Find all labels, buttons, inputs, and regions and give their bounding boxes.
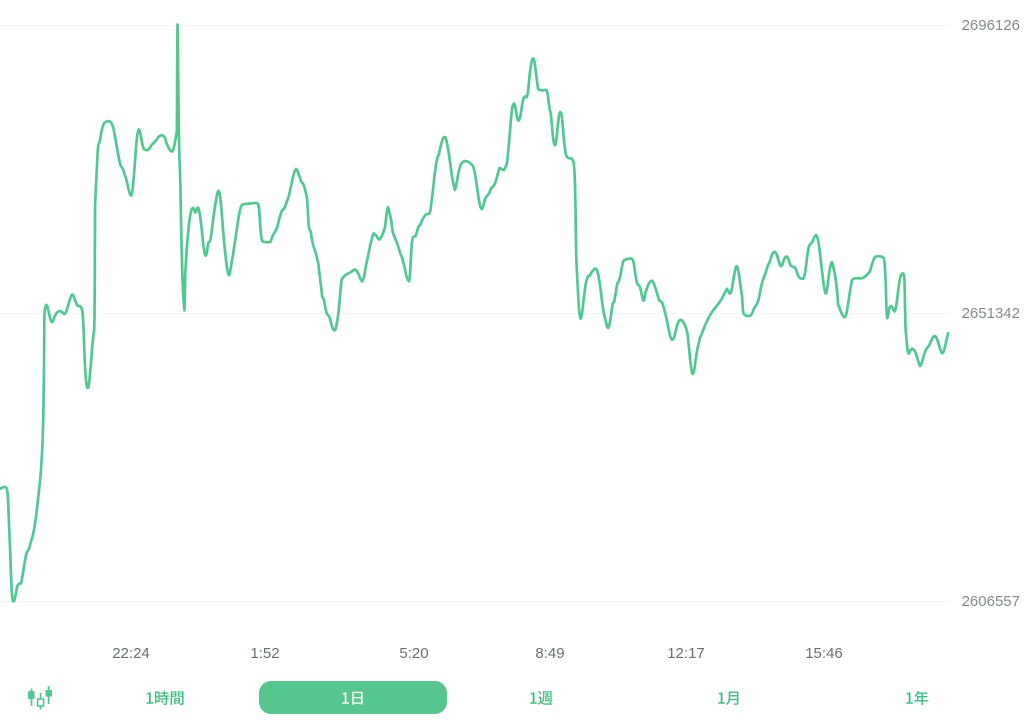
svg-text:22:24: 22:24: [112, 645, 150, 662]
svg-text:5:20: 5:20: [399, 645, 428, 662]
svg-text:15:46: 15:46: [805, 645, 843, 662]
svg-text:8:49: 8:49: [535, 645, 564, 662]
svg-text:1:52: 1:52: [250, 645, 279, 662]
svg-text:2651342: 2651342: [962, 305, 1020, 322]
svg-text:2696126: 2696126: [962, 17, 1020, 34]
svg-text:2606557: 2606557: [962, 593, 1020, 610]
svg-text:12:17: 12:17: [667, 645, 705, 662]
